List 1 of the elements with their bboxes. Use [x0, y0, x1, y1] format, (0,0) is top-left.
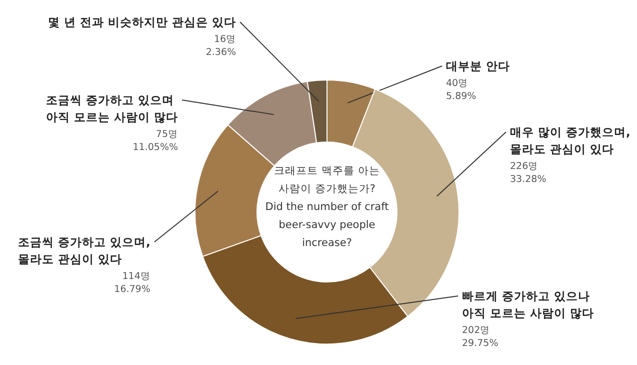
title: 크래프트 맥주를 아는 사람이 증가했는가? Did the number of craft beer-savvy people increase? [265, 165, 389, 249]
